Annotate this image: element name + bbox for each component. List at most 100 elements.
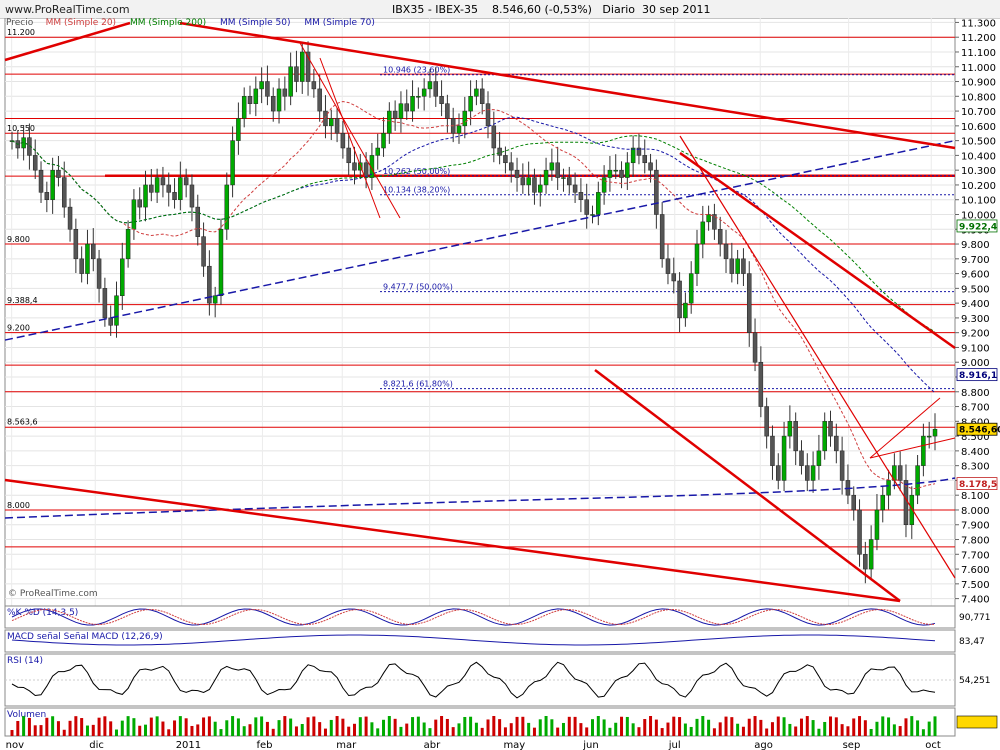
volume-bar xyxy=(236,718,240,736)
candle-body xyxy=(561,177,566,179)
candle-body xyxy=(538,184,543,193)
volume-bar xyxy=(881,716,885,736)
volume-bar xyxy=(445,718,449,736)
main-panel xyxy=(4,18,956,607)
volume-bar xyxy=(660,728,664,736)
volume-bar xyxy=(689,726,693,736)
volume-bar xyxy=(114,729,118,736)
volume-bar xyxy=(695,718,699,736)
volume-bar xyxy=(701,716,705,736)
y-tick-label: 9.500 xyxy=(961,284,990,295)
candle-body xyxy=(96,258,102,289)
volume-bar xyxy=(544,716,548,736)
candle-body xyxy=(143,184,148,208)
y-tick-label: 10.200 xyxy=(961,181,996,192)
volume-bar xyxy=(805,716,809,736)
volume-bar xyxy=(829,716,833,736)
volume-bar xyxy=(649,716,653,736)
volume-bar xyxy=(161,721,165,736)
rsi-line xyxy=(11,661,936,699)
candle-body xyxy=(212,295,218,304)
volume-bar xyxy=(823,721,827,736)
x-tick-label: jun xyxy=(582,740,598,750)
volume-bar xyxy=(741,726,745,736)
trendline xyxy=(4,478,901,603)
volume-bar xyxy=(10,730,14,736)
candle-body xyxy=(700,221,706,245)
x-tick-label: jul xyxy=(668,740,681,750)
y-tick-label: 10.500 xyxy=(961,137,996,148)
x-tick-label: feb xyxy=(256,740,272,750)
fib-label: 8.821,6 (61,80%) xyxy=(383,380,453,389)
volume-bar xyxy=(509,723,513,736)
volume-bar xyxy=(538,719,542,736)
volume-bar xyxy=(585,727,589,736)
candle-body xyxy=(445,103,450,119)
legend-item: MM (Simple 200) xyxy=(130,18,206,28)
volume-bar xyxy=(469,716,473,736)
volume-bar xyxy=(190,725,194,736)
x-tick-label: oct xyxy=(925,740,941,750)
candle-body xyxy=(514,169,520,178)
candle-body xyxy=(572,184,578,193)
volume-bar xyxy=(329,719,333,736)
candle-body xyxy=(555,162,560,178)
volume-bar xyxy=(794,726,798,736)
volume-bar xyxy=(22,716,26,736)
y-tick-label: 11.200 xyxy=(961,33,996,44)
candle-body xyxy=(288,66,293,97)
site-name: www.ProRealTime.com xyxy=(5,3,130,16)
value-box-label: 8.178,5 xyxy=(959,480,997,490)
volume-bar xyxy=(666,722,670,736)
candle-body xyxy=(375,147,380,156)
volume-bar xyxy=(306,717,310,736)
candle-body xyxy=(485,103,491,127)
price-chart[interactable]: 11.300 11.200 11.100 11.000 10.900 10.800 10.7… xyxy=(0,18,1000,750)
candle-body xyxy=(810,465,816,481)
candle-body xyxy=(717,229,723,245)
candle-body xyxy=(723,243,729,260)
volume-bar xyxy=(486,719,490,736)
volume-bar xyxy=(904,718,908,736)
volume-bar xyxy=(265,721,269,736)
volume-bar xyxy=(498,719,502,736)
candle-body xyxy=(770,435,775,466)
volume-bar xyxy=(103,716,107,736)
volume-bar xyxy=(184,718,188,736)
volume-bar xyxy=(68,720,72,736)
panel-last-value: 54,251 xyxy=(959,676,991,686)
ma70-line xyxy=(11,135,936,333)
panel-last-value: 90,771 xyxy=(959,613,991,623)
y-tick-label: 9.400 xyxy=(961,299,990,310)
volume-bar xyxy=(91,724,95,736)
volume-bar xyxy=(167,729,171,736)
candle-body xyxy=(543,169,549,186)
trendline xyxy=(869,397,941,459)
level-label: 11.200 xyxy=(7,28,35,37)
candle-body xyxy=(654,169,659,215)
level-label: 10.550 xyxy=(7,124,35,133)
fib-label: 9.477,7 (50,00%) xyxy=(383,283,453,292)
panel-title: Volumen xyxy=(7,710,46,720)
candle-body xyxy=(56,169,61,178)
volume-bar xyxy=(620,716,624,736)
volume-bar xyxy=(532,727,536,736)
candle-body xyxy=(137,199,142,208)
candle-body xyxy=(752,332,758,363)
volume-bar xyxy=(718,722,722,736)
trendline xyxy=(319,57,381,219)
volume-bar xyxy=(97,717,101,736)
volume-bar xyxy=(596,716,600,736)
volume-bar xyxy=(567,716,571,736)
candle-body xyxy=(456,125,462,134)
y-tick-label: 7.900 xyxy=(961,521,990,532)
value-box-label: 9.922,4 xyxy=(959,222,997,232)
volume-bar xyxy=(370,722,374,736)
ma20-line xyxy=(11,100,936,489)
volume-bar xyxy=(898,726,902,736)
candle-body xyxy=(44,192,50,200)
candle-body xyxy=(828,421,833,437)
trendline xyxy=(4,21,131,62)
candle-body xyxy=(195,206,201,237)
candle-body xyxy=(189,184,195,208)
